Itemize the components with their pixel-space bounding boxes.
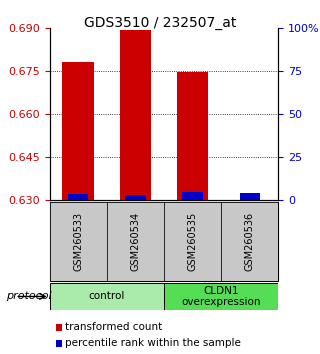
- Bar: [62, 62, 94, 200]
- Bar: [164, 283, 278, 310]
- Bar: [107, 202, 164, 281]
- Text: control: control: [89, 291, 125, 302]
- Bar: [177, 72, 208, 200]
- Text: GSM260534: GSM260534: [131, 212, 140, 271]
- Text: percentile rank within the sample: percentile rank within the sample: [65, 338, 241, 348]
- Text: CLDN1
overexpression: CLDN1 overexpression: [181, 286, 261, 307]
- Text: transformed count: transformed count: [65, 322, 162, 332]
- Bar: [68, 194, 88, 200]
- Bar: [120, 30, 151, 200]
- Text: protocol: protocol: [6, 291, 52, 301]
- Text: GDS3510 / 232507_at: GDS3510 / 232507_at: [84, 16, 236, 30]
- Bar: [164, 202, 221, 281]
- Text: GSM260533: GSM260533: [73, 212, 83, 271]
- Bar: [50, 202, 107, 281]
- Bar: [182, 192, 203, 200]
- Bar: [125, 195, 146, 200]
- Bar: [221, 202, 278, 281]
- Bar: [240, 193, 260, 200]
- Text: GSM260536: GSM260536: [245, 212, 255, 271]
- Text: GSM260535: GSM260535: [188, 212, 198, 271]
- Bar: [50, 283, 164, 310]
